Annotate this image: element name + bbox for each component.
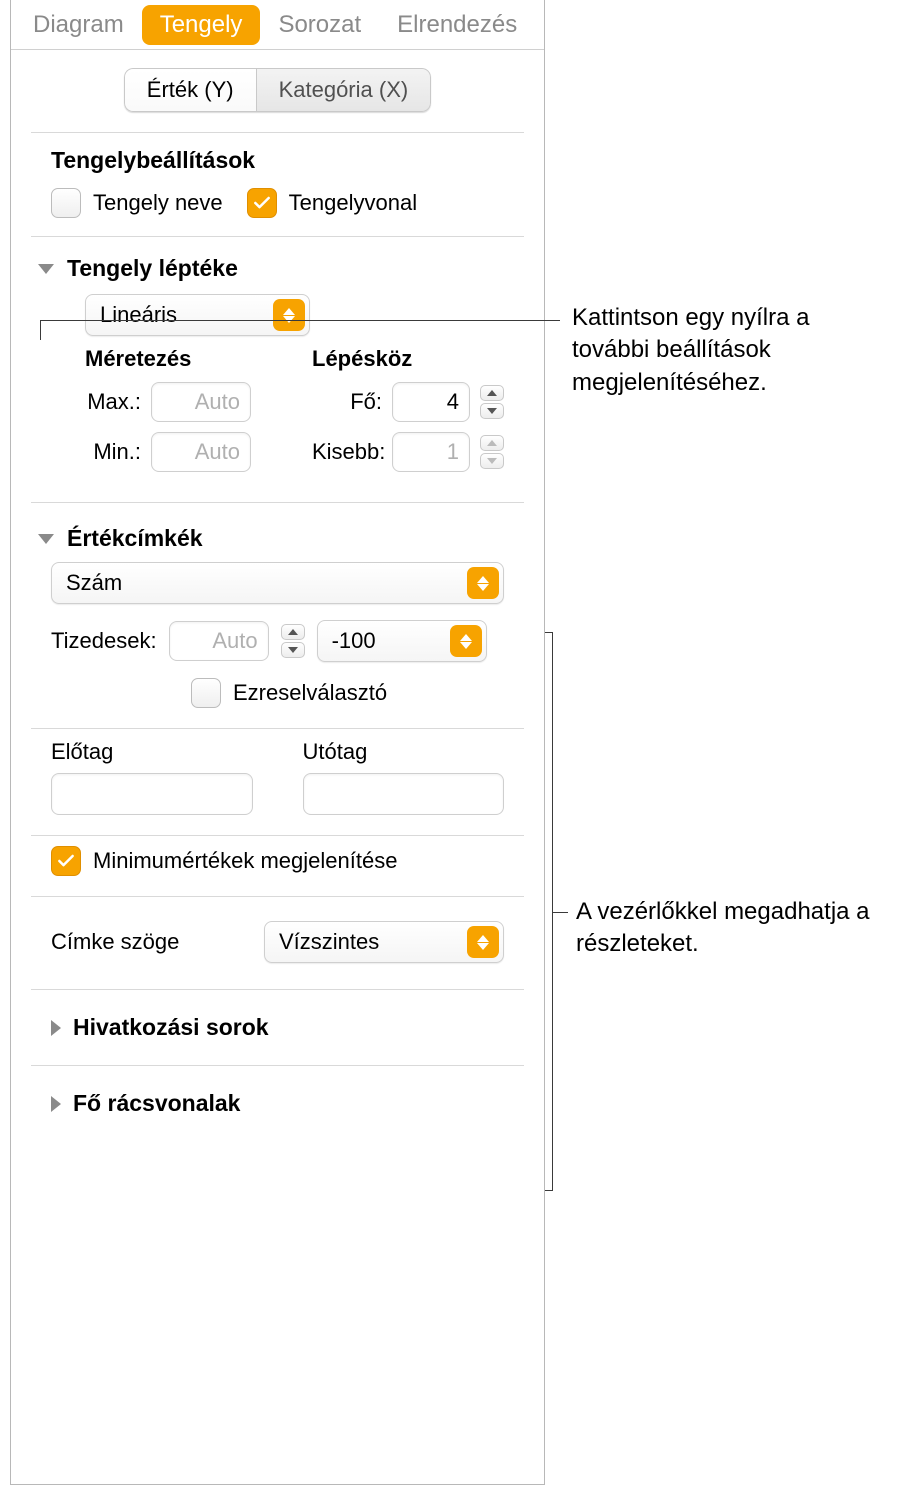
major-grid-title: Fő rácsvonalak — [73, 1090, 240, 1117]
suffix-input[interactable] — [303, 773, 505, 815]
popup-arrows-icon — [273, 299, 305, 331]
axis-name-label: Tengely neve — [93, 190, 223, 216]
callout-bracket-top — [545, 632, 553, 633]
major-grid-row[interactable]: Fő rácsvonalak — [31, 1066, 524, 1141]
popup-arrows-icon — [467, 567, 499, 599]
popup-arrows-icon — [467, 926, 499, 958]
prefix-suffix-block: Előtag Utótag — [31, 729, 524, 836]
decimals-label: Tizedesek: — [51, 628, 157, 654]
axis-segmented-control: Érték (Y) Kategória (X) — [124, 68, 431, 112]
axis-scale-header[interactable]: Tengely léptéke — [31, 237, 524, 282]
axis-line-checkbox[interactable] — [247, 188, 277, 218]
value-labels-block: Szám Tizedesek: -100 Ezreselválasztó — [31, 552, 524, 729]
axis-settings-title: Tengelybeállítások — [51, 147, 504, 174]
callout-1-text: Kattintson egy nyílra a további beállítá… — [572, 302, 892, 399]
thousands-label: Ezreselválasztó — [233, 680, 387, 706]
minor-label: Kisebb: — [312, 439, 382, 465]
chevron-right-icon — [51, 1020, 61, 1036]
ref-lines-title: Hivatkozási sorok — [73, 1014, 269, 1041]
segment-value-y[interactable]: Érték (Y) — [124, 68, 256, 112]
popup-arrows-icon — [450, 625, 482, 657]
thousands-checkbox[interactable] — [191, 678, 221, 708]
minor-stepper[interactable] — [480, 435, 504, 469]
axis-segment-row: Érték (Y) Kategória (X) — [31, 50, 524, 133]
inspector-panel: Diagram Tengely Sorozat Elrendezés Érték… — [10, 0, 545, 1485]
show-min-block: Minimumértékek megjelenítése — [31, 836, 524, 897]
min-label: Min.: — [85, 439, 141, 465]
chevron-right-icon — [51, 1096, 61, 1112]
negative-format-popup[interactable]: -100 — [317, 620, 487, 662]
tab-sorozat[interactable]: Sorozat — [260, 5, 379, 45]
chevron-down-icon — [35, 258, 57, 280]
tab-elrendezes[interactable]: Elrendezés — [379, 5, 535, 45]
axis-settings-section: Tengelybeállítások Tengely neve Tengelyv… — [31, 133, 524, 237]
major-stepper[interactable] — [480, 385, 504, 419]
decimals-stepper[interactable] — [281, 624, 305, 658]
scaling-title: Méretezés — [85, 346, 272, 372]
step-title: Lépésköz — [312, 346, 504, 372]
value-labels-title: Értékcímkék — [67, 525, 203, 552]
min-input[interactable] — [151, 432, 251, 472]
decimals-input[interactable] — [169, 621, 269, 661]
axis-line-label: Tengelyvonal — [289, 190, 417, 216]
axis-scale-title: Tengely léptéke — [67, 255, 238, 282]
callout-bracket-mid — [552, 912, 568, 913]
major-label: Fő: — [312, 389, 382, 415]
value-labels-header[interactable]: Értékcímkék — [31, 503, 524, 552]
segment-category-x[interactable]: Kategória (X) — [256, 68, 432, 112]
top-tabs: Diagram Tengely Sorozat Elrendezés — [11, 0, 544, 50]
callout-2-text: A vezérlőkkel megadhatja a részleteket. — [576, 896, 876, 961]
callout-tick — [40, 320, 41, 340]
chevron-down-icon — [35, 528, 57, 550]
show-min-label: Minimumértékek megjelenítése — [93, 848, 397, 874]
value-format-popup[interactable]: Szám — [51, 562, 504, 604]
negative-format-value: -100 — [332, 628, 376, 654]
tab-diagram[interactable]: Diagram — [15, 5, 142, 45]
axis-name-checkbox[interactable] — [51, 188, 81, 218]
suffix-label: Utótag — [303, 739, 505, 765]
minor-input[interactable] — [392, 432, 470, 472]
axis-settings-row: Tengely neve Tengelyvonal — [51, 188, 504, 218]
tab-tengely[interactable]: Tengely — [142, 5, 261, 45]
prefix-input[interactable] — [51, 773, 253, 815]
major-input[interactable] — [392, 382, 470, 422]
label-angle-value: Vízszintes — [279, 929, 379, 955]
callout-bracket-bottom — [545, 1190, 553, 1191]
axis-scale-type-popup[interactable]: Lineáris — [85, 294, 310, 336]
max-input[interactable] — [151, 382, 251, 422]
axis-scale-block: Méretezés Max.: Min.: Lépésköz Fő: — [31, 336, 524, 503]
value-format-value: Szám — [66, 570, 122, 596]
prefix-label: Előtag — [51, 739, 253, 765]
label-angle-popup[interactable]: Vízszintes — [264, 921, 504, 963]
show-min-checkbox[interactable] — [51, 846, 81, 876]
callout-bracket — [552, 632, 553, 1190]
label-angle-label: Címke szöge — [51, 929, 179, 955]
label-angle-row: Címke szöge Vízszintes — [31, 897, 524, 990]
max-label: Max.: — [85, 389, 141, 415]
axis-scale-type-value: Lineáris — [100, 302, 177, 328]
ref-lines-row[interactable]: Hivatkozási sorok — [31, 990, 524, 1066]
callout-line — [40, 320, 560, 321]
